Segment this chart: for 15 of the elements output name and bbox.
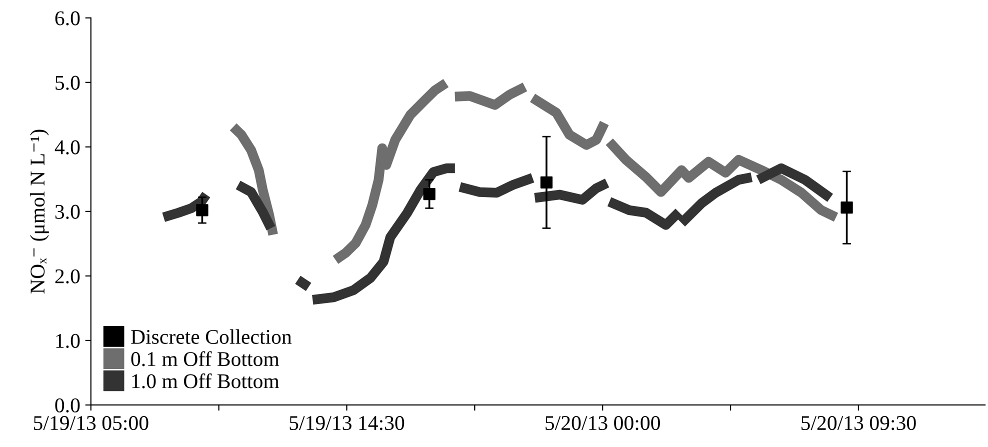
y-tick-label: 3.0 bbox=[55, 204, 80, 219]
legend-label: 0.1 m Off Bottom bbox=[131, 351, 280, 366]
y-tick-label: 2.0 bbox=[55, 269, 80, 284]
y-tick-label: 0.0 bbox=[55, 398, 80, 413]
legend-label: Discrete Collection bbox=[131, 329, 292, 344]
y-tick-label: 1.0 bbox=[56, 334, 80, 348]
y-tick-label: 6.0 bbox=[55, 11, 80, 26]
x-tick-label: 5/19/13 05:00 bbox=[34, 416, 148, 430]
legend-label: 1.0 m Off Bottom bbox=[132, 373, 280, 388]
x-tick-label: 5/19/13 14:30 bbox=[290, 416, 404, 430]
y-tick-label: 5.0 bbox=[56, 76, 80, 90]
x-tick-label: 5/20/13 09:30 bbox=[802, 416, 916, 430]
x-tick-label: 5/20/13 00:00 bbox=[546, 416, 660, 430]
y-axis-title: NOₓ⁻ (μmol N L⁻¹) bbox=[30, 130, 49, 294]
y-tick-label: 4.0 bbox=[54, 140, 80, 154]
